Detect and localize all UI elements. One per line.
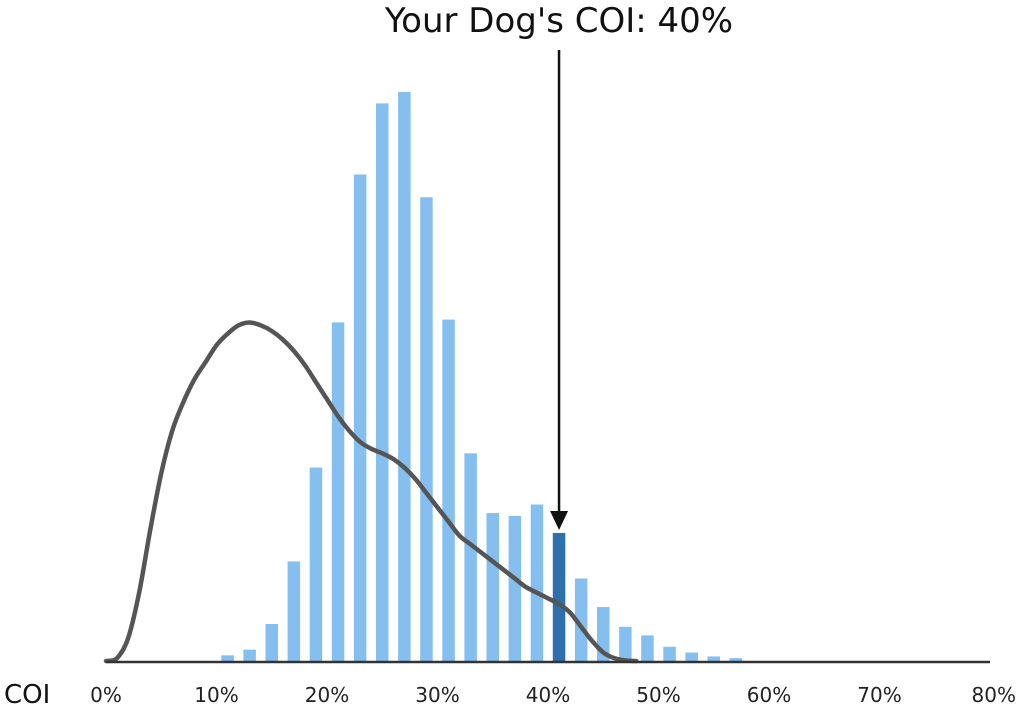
histogram-bar — [685, 652, 698, 661]
histogram-bar — [309, 467, 323, 661]
histogram-bar — [619, 626, 632, 661]
histogram-bar — [574, 578, 588, 661]
histogram-bar — [707, 656, 720, 661]
arrow-head-icon — [550, 510, 569, 530]
histogram-bar — [353, 174, 367, 661]
x-tick-label: 50% — [636, 683, 680, 707]
chart-title: Your Dog's COI: 40% — [384, 1, 733, 41]
histogram-bar — [287, 561, 301, 661]
histogram-bar — [486, 513, 499, 661]
histogram-bar-highlighted — [552, 532, 566, 661]
histogram-bar — [265, 624, 278, 661]
x-tick-label: 0% — [90, 683, 122, 707]
histogram-bar — [530, 504, 544, 661]
highlight-marker — [550, 50, 569, 530]
x-tick-label: 20% — [305, 683, 349, 707]
x-tick-label: 60% — [747, 683, 791, 707]
x-tick-label: 80% — [972, 683, 1016, 707]
histogram-bar — [331, 322, 345, 661]
histogram-bar — [420, 197, 433, 661]
x-tick-label: 10% — [194, 683, 238, 707]
histogram-bar — [442, 319, 455, 661]
histogram-bars — [221, 92, 743, 661]
x-tick-label: 40% — [526, 683, 570, 707]
histogram-bar — [729, 658, 743, 661]
histogram-bar — [243, 649, 256, 661]
histogram-bar — [508, 515, 522, 661]
histogram-bar — [398, 92, 411, 661]
histogram-bar — [663, 646, 676, 661]
density-curve — [103, 320, 639, 664]
histogram-bar — [221, 655, 234, 661]
x-tick-label: 70% — [857, 683, 901, 707]
histogram-bar — [376, 103, 389, 661]
x-axis-label: COI — [4, 680, 50, 710]
x-axis-ticks: 0% 10% 20% 30% 40% 50% 60% 70% 80% — [90, 683, 1016, 707]
histogram-bar — [641, 635, 654, 661]
x-tick-label: 30% — [415, 683, 459, 707]
histogram-bar — [464, 453, 477, 661]
